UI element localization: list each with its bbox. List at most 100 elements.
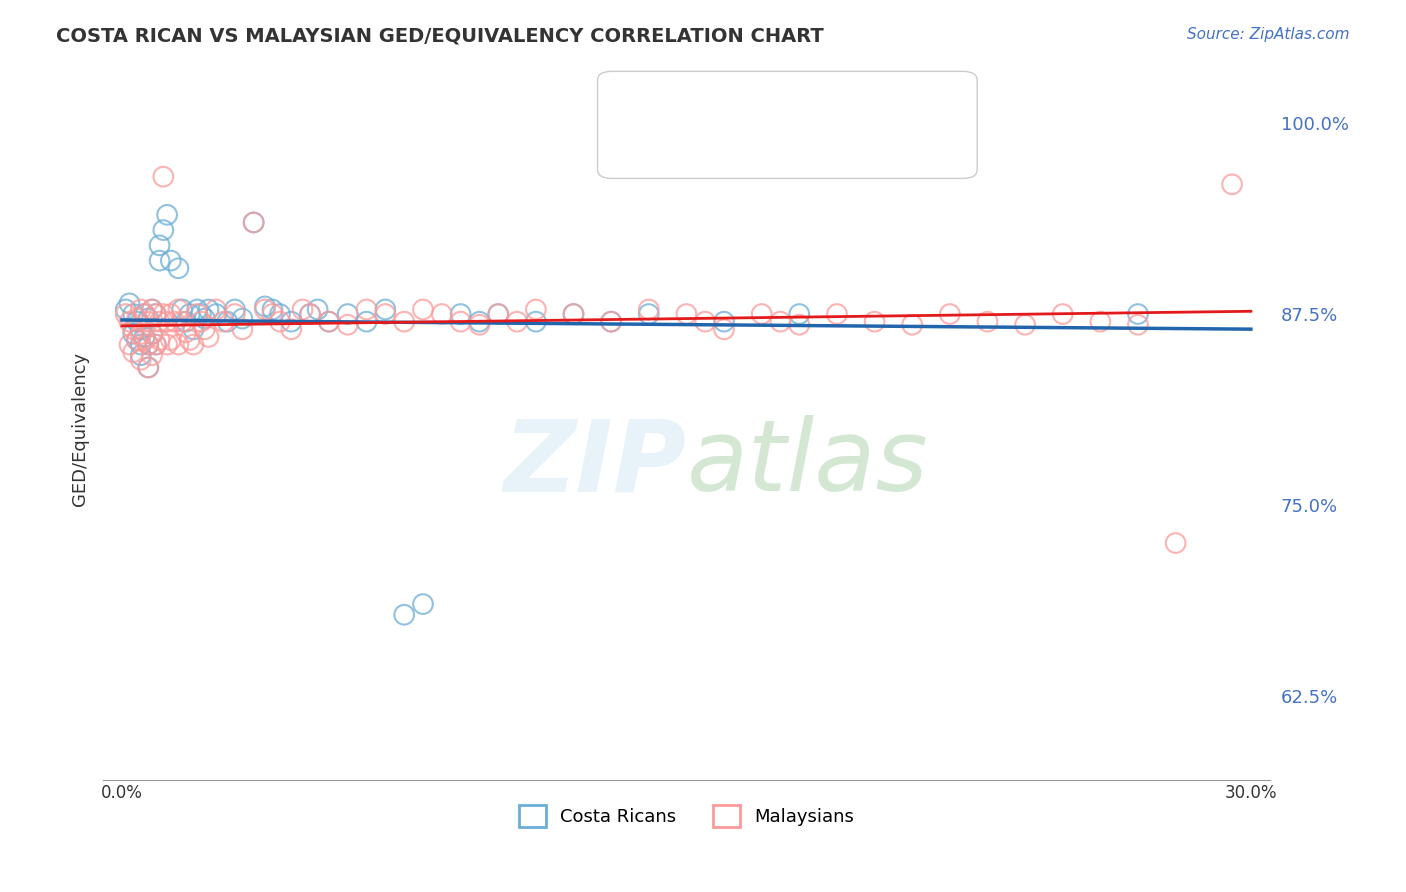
Point [299, 307, 322, 321]
Text: N =: N = [766, 134, 818, 152]
Point [242, 215, 264, 229]
Point [412, 302, 434, 317]
Point [468, 315, 491, 329]
Point [163, 315, 186, 329]
Point [156, 208, 179, 222]
Point [118, 337, 141, 351]
Point [194, 322, 217, 336]
Text: 82: 82 [830, 134, 855, 152]
Point [901, 318, 924, 332]
Point [167, 337, 190, 351]
Point [141, 348, 163, 362]
Point [205, 307, 228, 321]
Point [374, 307, 396, 321]
Point [136, 337, 159, 351]
Point [129, 348, 152, 362]
Point [212, 315, 235, 329]
Point [412, 597, 434, 611]
Point [167, 261, 190, 276]
Point [186, 302, 208, 317]
Point [468, 318, 491, 332]
Point [141, 302, 163, 317]
Point [156, 315, 179, 329]
Text: R =: R = [654, 134, 699, 152]
Point [160, 253, 183, 268]
Point [197, 302, 219, 317]
Text: R =: R = [654, 98, 693, 116]
Point [152, 307, 174, 321]
Point [242, 215, 264, 229]
Point [1014, 318, 1036, 332]
Point [190, 315, 212, 329]
Point [205, 302, 228, 317]
Point [1090, 315, 1112, 329]
Point [118, 296, 141, 310]
Point [141, 326, 163, 341]
Point [134, 333, 156, 347]
Point [600, 315, 623, 329]
Point [167, 302, 190, 317]
Point [562, 307, 585, 321]
Y-axis label: GED/Equivalency: GED/Equivalency [72, 351, 89, 506]
Point [318, 315, 340, 329]
Point [1126, 318, 1149, 332]
Point [172, 315, 194, 329]
Point [751, 307, 773, 321]
Point [134, 330, 156, 344]
Point [160, 333, 183, 347]
Point [136, 311, 159, 326]
Point [562, 307, 585, 321]
Point [129, 337, 152, 351]
Point [280, 315, 302, 329]
Point [307, 302, 329, 317]
Point [486, 307, 509, 321]
Point [392, 607, 415, 622]
Point [486, 307, 509, 321]
Text: ZIP: ZIP [503, 415, 686, 512]
Point [356, 315, 378, 329]
Point [269, 307, 291, 321]
Point [231, 322, 253, 336]
Text: -0.026: -0.026 [696, 98, 761, 116]
Legend: Costa Ricans, Malaysians: Costa Ricans, Malaysians [512, 797, 862, 834]
Point [769, 315, 792, 329]
Point [122, 307, 145, 321]
Point [174, 315, 197, 329]
Point [148, 238, 170, 252]
Point [156, 337, 179, 351]
Point [1220, 178, 1243, 192]
Point [194, 311, 217, 326]
Point [374, 302, 396, 317]
Point [148, 333, 170, 347]
Point [450, 307, 472, 321]
Point [129, 302, 152, 317]
Point [179, 333, 201, 347]
Point [141, 302, 163, 317]
Point [197, 330, 219, 344]
Point [125, 333, 148, 347]
Point [524, 315, 547, 329]
Point [269, 315, 291, 329]
Point [713, 322, 735, 336]
Text: ■: ■ [628, 100, 650, 120]
Point [336, 318, 359, 332]
Point [190, 307, 212, 321]
Point [231, 311, 253, 326]
Text: N =: N = [766, 98, 818, 116]
Text: 0.108: 0.108 [696, 134, 754, 152]
Point [506, 315, 529, 329]
Point [825, 307, 848, 321]
Point [136, 337, 159, 351]
Point [125, 333, 148, 347]
Point [122, 345, 145, 359]
Point [183, 322, 205, 336]
Point [224, 307, 246, 321]
Point [129, 322, 152, 336]
Text: Source: ZipAtlas.com: Source: ZipAtlas.com [1187, 27, 1350, 42]
Point [253, 302, 276, 317]
Point [253, 300, 276, 314]
Point [152, 223, 174, 237]
Text: 59: 59 [830, 98, 855, 116]
Point [299, 307, 322, 321]
Point [145, 307, 167, 321]
